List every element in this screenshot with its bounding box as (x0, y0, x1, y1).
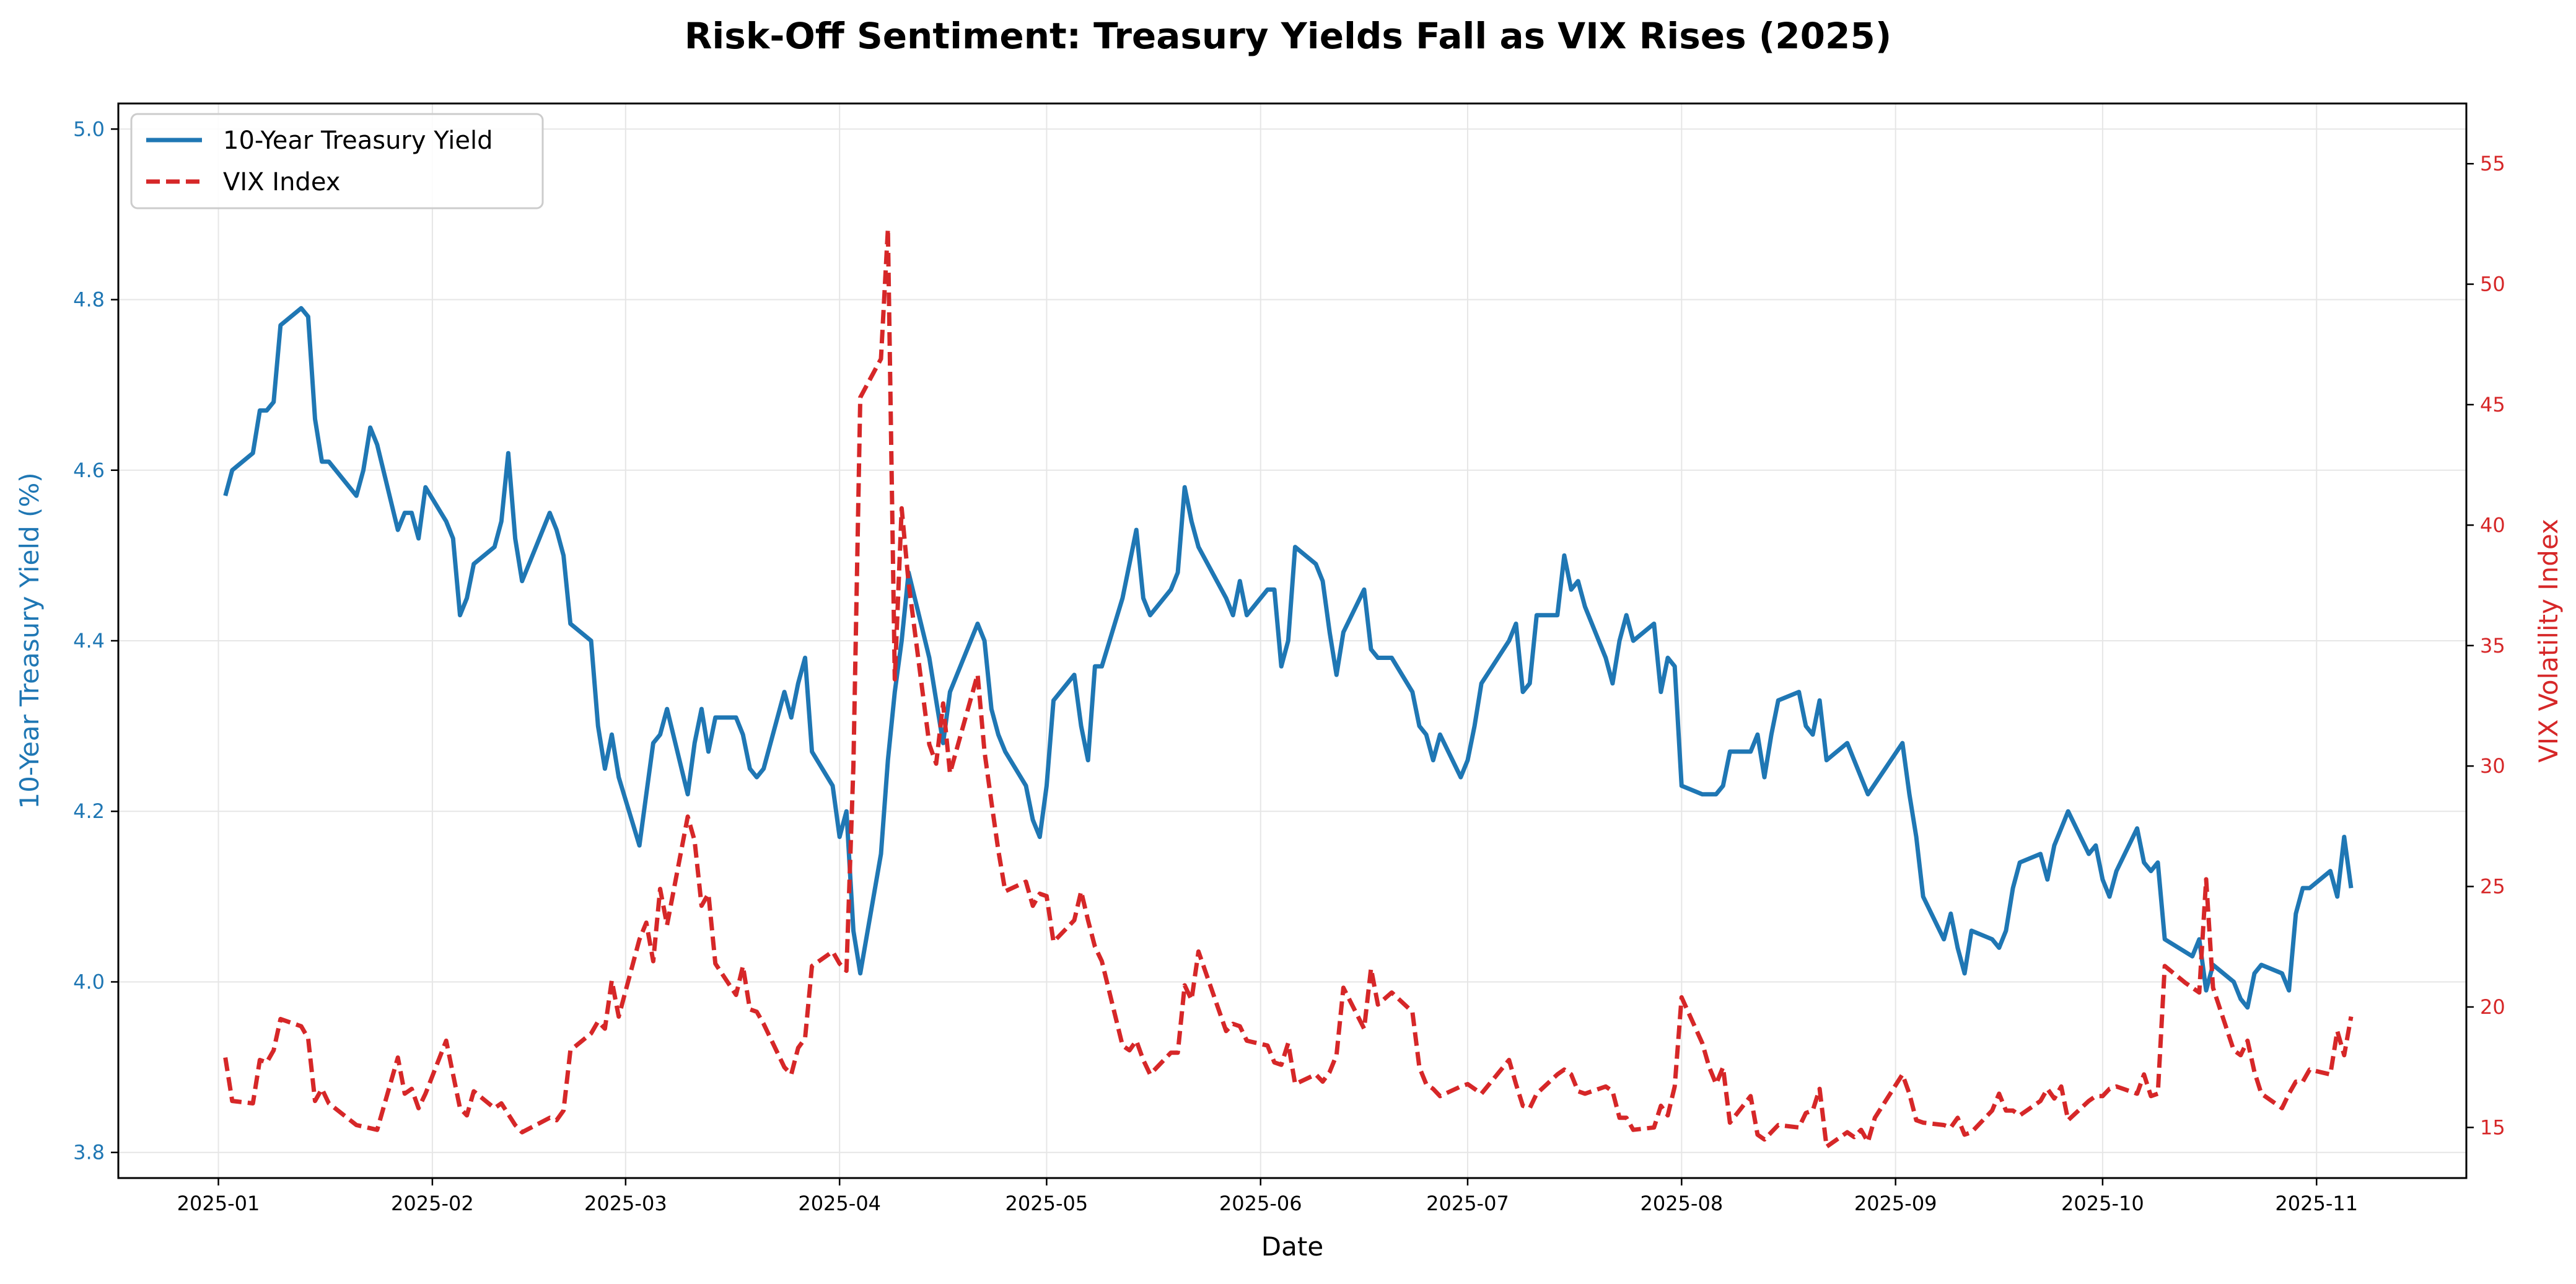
x-tick-label: 2025-11 (2275, 1192, 2358, 1215)
legend-label-vix: VIX Index (223, 168, 340, 196)
y-right-axis-label: VIX Volatility Index (2533, 519, 2564, 763)
x-tick-label: 2025-09 (1854, 1192, 1937, 1215)
y-right-tick-label: 30 (2480, 754, 2505, 778)
x-tick-label: 2025-06 (1219, 1192, 1302, 1215)
y-right-tick-label: 15 (2480, 1115, 2505, 1139)
x-tick-label: 2025-02 (391, 1192, 474, 1215)
series-layer (223, 226, 2354, 1149)
x-tick-label: 2025-10 (2061, 1192, 2144, 1215)
y-left-tick-label: 4.6 (73, 459, 105, 482)
y-right-tick-label: 55 (2480, 152, 2505, 175)
x-tick-label: 2025-08 (1640, 1192, 1723, 1215)
legend-box (130, 113, 544, 209)
legend-label-yield: 10-Year Treasury Yield (223, 126, 493, 155)
y-right-tick-label: 45 (2480, 393, 2505, 416)
x-tick-label: 2025-07 (1426, 1192, 1509, 1215)
y-right-tick-label: 40 (2480, 513, 2505, 537)
x-axis-label: Date (1261, 1231, 1323, 1262)
legend: 10-Year Treasury Yield VIX Index (130, 113, 544, 209)
y-right-tick-label: 20 (2480, 995, 2505, 1019)
y-right-tick-label: 50 (2480, 273, 2505, 296)
y-left-tick-label: 4.2 (73, 799, 105, 823)
x-tick-label: 2025-01 (177, 1192, 260, 1215)
y-left-axis-label: 10-Year Treasury Yield (%) (14, 472, 45, 809)
y-right-tick-label: 35 (2480, 634, 2505, 657)
x-tick-label: 2025-03 (584, 1192, 667, 1215)
y-right-tick-label: 25 (2480, 875, 2505, 899)
treasury-yield-line (223, 306, 2354, 1010)
y-left-tick-label: 4.4 (73, 629, 105, 653)
y-left-tick-label: 5.0 (73, 117, 105, 141)
chart-title: Risk-Off Sentiment: Treasury Yields Fall… (685, 15, 1892, 57)
y-left-tick-label: 4.0 (73, 970, 105, 993)
axes: 2025-01 2025-02 2025-03 2025-04 2025-05 2025-… (73, 117, 2505, 1215)
x-tick-label: 2025-04 (798, 1192, 881, 1215)
x-tick-label: 2025-05 (1005, 1192, 1089, 1215)
vix-index-line (223, 226, 2354, 1149)
y-left-tick-label: 3.8 (73, 1141, 105, 1164)
y-left-tick-label: 4.8 (73, 288, 105, 312)
